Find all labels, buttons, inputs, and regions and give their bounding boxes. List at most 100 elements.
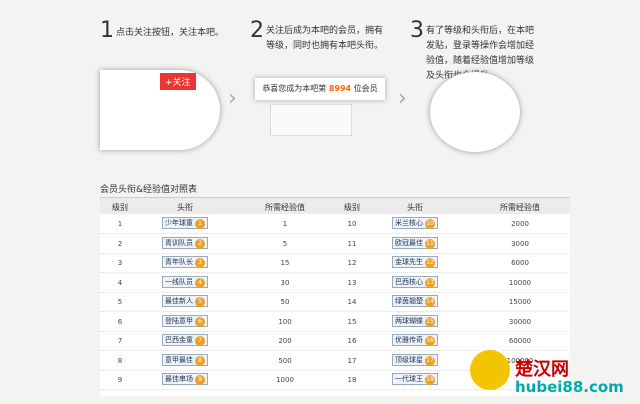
illustration: +关注 <box>100 70 220 150</box>
level-icon: 11 <box>425 238 435 249</box>
level-icon: 3 <box>195 258 205 268</box>
exp-cell: 6000 <box>511 259 529 267</box>
row-divider <box>100 252 570 254</box>
title-cell: 意甲最佳 8 <box>150 353 220 366</box>
step-number: 2 <box>250 18 264 43</box>
level-cell: 11 <box>347 239 357 248</box>
welcome-box: 恭喜您成为本吧第 8994 位会员 <box>255 78 385 100</box>
title-badge: 绿茵翘楚 14 <box>392 295 438 307</box>
title-badge: 巴西核心 13 <box>392 275 438 288</box>
level-cell: 8 <box>117 356 123 365</box>
exp-cell: 3000 <box>511 239 529 248</box>
level-icon: 9 <box>195 375 205 385</box>
exp-cell: 30 <box>280 278 290 287</box>
title-cell: 青年队长 3 <box>150 256 220 268</box>
step-text: 点击关注按钮，关注本吧。 <box>116 28 225 38</box>
exp-cell: 60000 <box>508 337 532 345</box>
column-header: 头衔 <box>177 203 193 212</box>
row-divider <box>100 350 570 351</box>
level-cell: 16 <box>347 337 357 345</box>
title-cell: 青训队员 2 <box>150 236 220 249</box>
title-badge: 意甲最佳 8 <box>162 353 208 366</box>
title-badge: 最佳新人 5 <box>162 295 208 307</box>
exp-cell: 100000 <box>506 356 534 365</box>
title-text: 一线队员 <box>165 277 193 286</box>
title-badge: 青年队长 3 <box>162 256 208 268</box>
level-icon: 6 <box>195 316 205 327</box>
title-text: 青训队员 <box>165 238 193 247</box>
title-cell: 巴西金童 7 <box>150 334 220 346</box>
level-cell: 1 <box>117 220 123 228</box>
level-icon: 7 <box>195 336 205 346</box>
title-badge: 登陆意甲 6 <box>162 314 208 327</box>
title-cell: 一代球王 18 <box>380 373 450 385</box>
level-cell: 4 <box>117 278 123 287</box>
column-header: 级别 <box>344 203 360 212</box>
level-cell: 5 <box>117 298 123 306</box>
level-cell: 3 <box>117 259 123 267</box>
title-cell: 绿茵翘楚 14 <box>380 295 450 307</box>
title-cell: 优雅传奇 16 <box>380 334 450 346</box>
level-icon: 10 <box>425 219 435 229</box>
header-row <box>100 198 570 214</box>
title-text: 欧冠最佳 <box>395 238 423 247</box>
title-badge: 米兰核心 10 <box>392 217 438 229</box>
exp-cell: 10000 <box>508 278 532 287</box>
title-text: 登陆意甲 <box>165 316 193 325</box>
level-icon: 18 <box>425 375 435 385</box>
welcome-text: 恭喜您成为本吧第 <box>262 84 327 93</box>
title-text: 优雅传奇 <box>395 336 423 344</box>
exp-cell: 15 <box>280 259 290 267</box>
title-badge: 欧冠最佳 11 <box>392 236 438 249</box>
title-badge: 两球蝴蝶 15 <box>392 314 438 327</box>
title-text: 巴西金童 <box>165 336 193 344</box>
column-header: 头衔 <box>407 203 423 212</box>
exp-cell: 1 <box>282 220 288 228</box>
title-text: 两球蝴蝶 <box>395 316 423 325</box>
level-cell: 7 <box>117 337 123 345</box>
row-divider <box>100 330 570 332</box>
step-text: 关注后成为本吧的会员，拥有等级，同时也拥有本吧头衔。 <box>266 26 384 51</box>
level-icon: 16 <box>425 336 435 346</box>
level-icon: 1 <box>195 219 205 229</box>
title-text: 米兰核心 <box>395 219 423 227</box>
title-badge: 少年球童 1 <box>162 217 208 229</box>
column-header: 所需经验值 <box>265 203 305 212</box>
row-divider <box>100 291 570 293</box>
title-cell: 一线队员 4 <box>150 275 220 288</box>
watermark-site: hubei88.com <box>515 378 624 396</box>
step-number: 3 <box>410 18 424 43</box>
exp-cell: 30000 <box>508 317 532 326</box>
level-cell: 9 <box>117 376 123 384</box>
exp-cell: 15000 <box>508 298 532 306</box>
title-badge: 顶级球星 17 <box>392 353 438 366</box>
title-cell: 登陆意甲 6 <box>150 314 220 327</box>
level-cell: 15 <box>347 317 357 326</box>
arrow: › <box>398 86 407 111</box>
step-number: 1 <box>100 18 114 43</box>
level-icon: 14 <box>425 297 435 307</box>
exp-cell: 5 <box>282 239 288 248</box>
title-text: 青年队长 <box>165 258 193 266</box>
title-text: 金球先生 <box>395 258 423 266</box>
title-text: 最佳新人 <box>165 297 193 305</box>
title-badge: 一代球王 18 <box>392 373 438 385</box>
follow-button: +关注 <box>160 73 196 90</box>
level-icon: 17 <box>425 355 435 366</box>
row-divider <box>100 233 570 234</box>
arrow: › <box>228 86 237 111</box>
level-cell: 10 <box>347 220 357 228</box>
row-divider <box>100 272 570 273</box>
level-cell: 6 <box>117 317 123 326</box>
title-cell: 欧冠最佳 11 <box>380 236 450 249</box>
level-icon: 4 <box>195 277 205 288</box>
title-cell: 少年球童 1 <box>150 217 220 229</box>
title-badge: 巴西金童 7 <box>162 334 208 346</box>
level-icon: 15 <box>425 316 435 327</box>
title-badge: 一线队员 4 <box>162 275 208 288</box>
title-cell: 最佳串场 9 <box>150 373 220 385</box>
watermark-name: 楚汉网 <box>515 359 569 380</box>
row-divider <box>100 389 570 390</box>
level-icon: 8 <box>195 355 205 366</box>
